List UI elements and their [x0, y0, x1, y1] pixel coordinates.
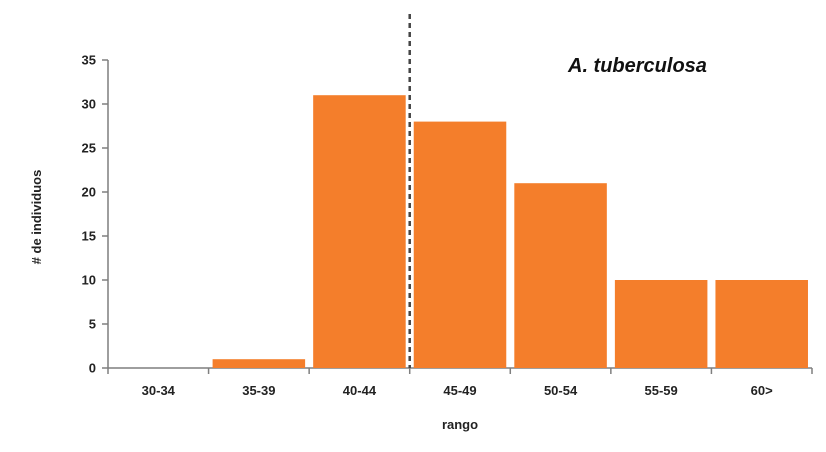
x-axis-title: rango: [442, 417, 478, 432]
x-axis: 30-34 35-39 40-44 45-49 50-54 55-59 60>: [107, 367, 813, 398]
bar-35-39: [212, 359, 306, 368]
x-tick-label: 45-49: [443, 383, 476, 398]
y-tick-label: 20: [82, 185, 96, 200]
y-axis-title: # de individuos: [29, 170, 44, 265]
y-axis: 0 5 10 15 20 25 30 35: [82, 53, 109, 376]
y-tick-label: 5: [89, 317, 96, 332]
bar-50-54: [514, 183, 607, 368]
y-tick-label: 0: [89, 361, 96, 376]
x-tick-label: 50-54: [544, 383, 578, 398]
x-tick-label: 60>: [751, 383, 773, 398]
x-tick-label: 35-39: [242, 383, 275, 398]
x-tick-label: 55-59: [645, 383, 678, 398]
bars: [212, 95, 808, 368]
y-tick-label: 35: [82, 53, 96, 68]
bar-60>: [715, 280, 808, 368]
y-tick-label: 15: [82, 229, 96, 244]
y-tick-label: 10: [82, 273, 96, 288]
chart-title: A. tuberculosa: [567, 55, 707, 77]
bar-45-49: [413, 121, 507, 368]
bar-55-59: [614, 280, 708, 368]
y-tick-label: 25: [82, 141, 96, 156]
x-tick-label: 30-34: [142, 383, 176, 398]
y-tick-label: 30: [82, 97, 96, 112]
bar-40-44: [313, 95, 406, 368]
x-tick-label: 40-44: [343, 383, 377, 398]
